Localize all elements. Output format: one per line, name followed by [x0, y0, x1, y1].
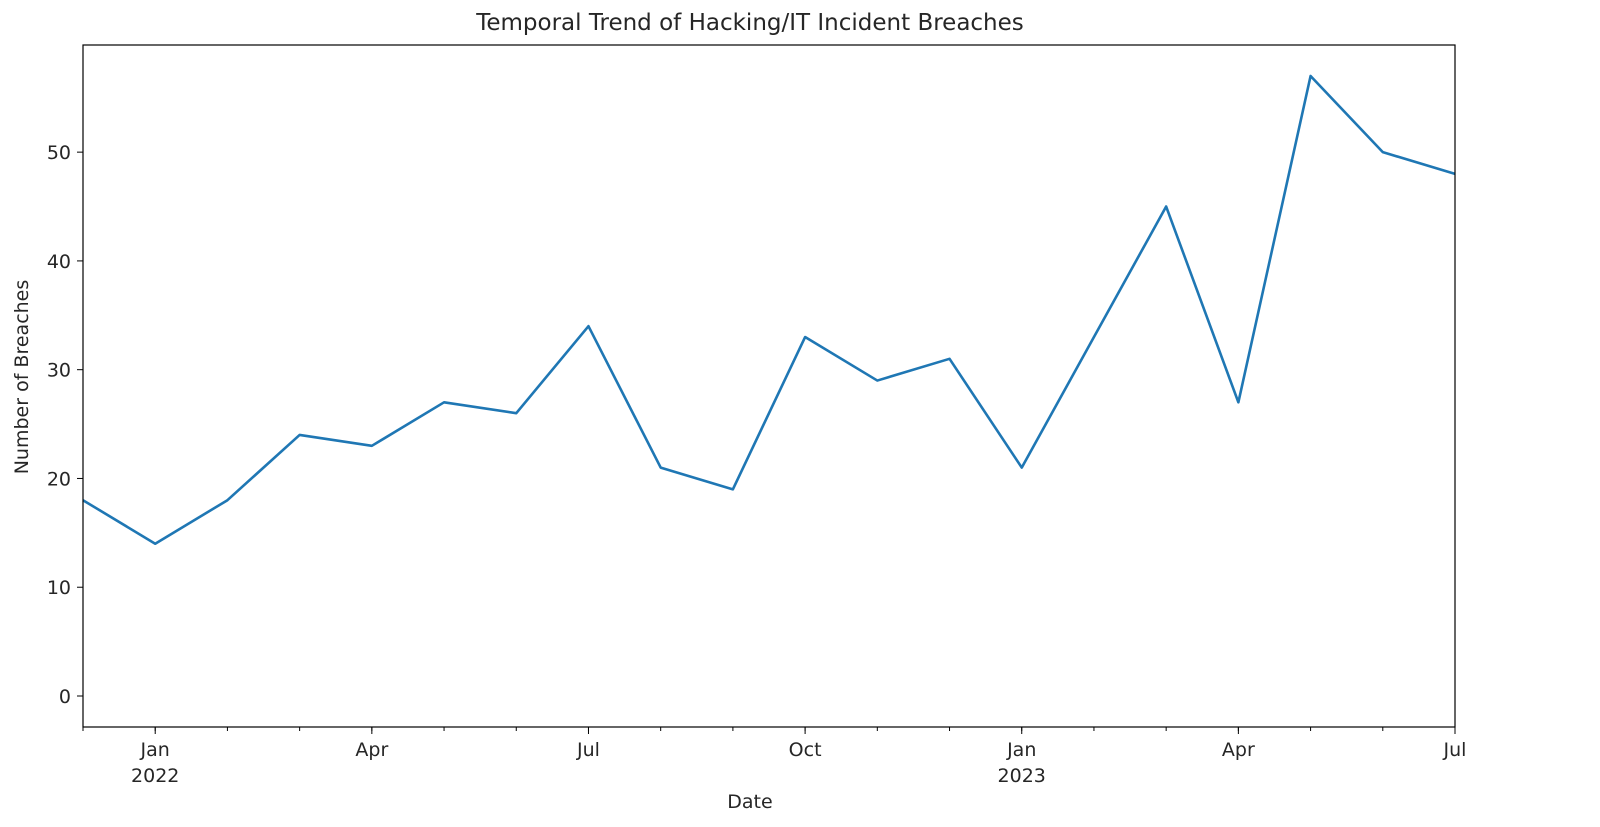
x-tick-label: Jul — [576, 739, 600, 761]
y-tick-label: 0 — [59, 686, 71, 708]
y-tick-label: 40 — [47, 251, 71, 273]
series-layer — [82, 74, 1456, 546]
x-axis-label: Date — [727, 791, 772, 813]
chart-title: Temporal Trend of Hacking/IT Incident Br… — [475, 10, 1024, 36]
x-tick-year-label: 2022 — [131, 765, 179, 787]
y-tick-label: 20 — [47, 468, 71, 490]
x-tick-label: Jan — [1006, 739, 1036, 761]
x-tick-label: Apr — [355, 739, 388, 761]
series-line — [82, 74, 1456, 546]
x-tick-label: Oct — [789, 739, 822, 761]
x-tick-label: Apr — [1222, 739, 1255, 761]
plot-area-frame — [82, 44, 1456, 728]
x-tick-year-label: 2023 — [998, 765, 1046, 787]
y-tick-label: 50 — [47, 142, 71, 164]
y-tick-label: 30 — [47, 360, 71, 382]
y-tick-label: 10 — [47, 577, 71, 599]
x-tick-label: Jul — [1443, 739, 1467, 761]
tick-layer: 0 10 20 30 40 50 Jan 2022 Apr Jul Oct Jan 2023 Apr Jul — [47, 142, 1467, 787]
y-axis-label: Number of Breaches — [11, 280, 33, 475]
x-tick-label: Jan — [140, 739, 170, 761]
